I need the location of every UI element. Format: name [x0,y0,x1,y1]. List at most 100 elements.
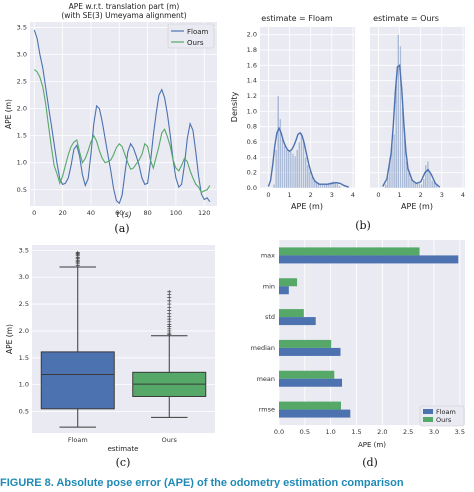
y-tick-label: max [261,251,275,259]
chart-subtitle: (with SE(3) Umeyama alignment) [61,11,186,20]
histogram-bar [279,118,282,189]
legend-swatch-ours [423,417,433,422]
x-tick-label: 2.5 [403,428,413,436]
histogram-bar [302,140,305,189]
tick-labels: 0.0 0.5 1.0 1.5 2.0 2.5 3.0 3.5 max min std median m… [251,251,465,436]
outlier-point [167,302,172,306]
bar-floam-min [279,286,289,295]
y-tick-label: 1.2 [247,92,257,100]
x-tick-label: 3.0 [429,428,439,436]
series-layer [40,250,207,428]
y-tick-label: 3.0 [19,273,29,281]
bar-ours-rmse [279,401,341,410]
histogram-bar [319,183,322,189]
plot-area [30,22,217,206]
y-tick-label: 2.0 [19,327,29,335]
histogram-bar [424,164,427,189]
y-tick-label: 1.8 [247,46,257,54]
x-tick-label: 0.5 [300,428,310,436]
y-tick-label: 2.5 [19,300,29,308]
histogram-bar [306,164,309,189]
histogram-bar [384,184,387,189]
bar-ours-std [279,309,304,318]
x-axis-label: APE (m) [291,202,323,211]
kde-curve [382,64,441,188]
x-tick-label: 0 [32,209,36,217]
plot-area [279,240,465,425]
x-tick-label: 4 [351,191,355,199]
histogram-bar [275,149,278,189]
panel-label-a: (a) [114,222,129,235]
histogram-bar [395,84,398,189]
x-tick-label: 0 [266,191,270,199]
histogram-bar [428,172,432,189]
chart-title: estimate = Floam [261,14,333,23]
x-axis-label: t (s) [116,210,131,219]
histogram-bar [287,149,290,189]
histogram-bar [393,134,396,189]
histogram-bar [418,183,421,189]
chart-panel-d: 0.0 0.5 1.0 1.5 2.0 2.5 3.0 3.5 max min std median m… [251,240,465,469]
histogram-bar [317,182,320,189]
histogram-bar [294,155,297,189]
histogram-bar [272,184,276,189]
x-tick-label: Ours [162,436,178,444]
x-axis-label: APE (m) [358,441,386,449]
series-layer [279,247,459,418]
y-tick-label: 0.4 [247,153,257,161]
histogram-bar [327,182,330,189]
x-tick-label: 40 [87,209,95,217]
histogram-bar [397,34,400,189]
x-tick-label: 60 [115,209,123,217]
legend: Floam Ours [419,405,465,427]
x-tick-label: 1 [287,191,291,199]
histogram-bar [420,184,423,189]
histogram-bar [329,181,333,189]
outlier-point [167,317,172,321]
x-tick-label: 120 [198,209,210,217]
bar-ours-max [279,247,420,256]
x-tick-label: 1.5 [351,428,361,436]
kde-curve [267,126,349,188]
bar-floam-rmse [279,409,351,418]
chart-title: estimate = Ours [373,14,439,23]
y-tick-label: 3.0 [17,50,27,58]
y-tick-label: 0.6 [247,138,257,146]
series-layer [33,29,211,205]
plot-area [370,27,465,188]
y-tick-label: median [251,344,275,352]
panel-label-c: (c) [116,456,131,469]
outlier-point [167,305,172,309]
histogram-bar [431,180,434,189]
y-axis-label: APE (m) [4,99,13,129]
y-tick-label: 0.5 [19,408,29,416]
outlier-point [167,308,172,313]
x-tick-label: 0.0 [274,428,284,436]
y-tick-label: 0.8 [247,123,257,131]
y-tick-label: std [265,313,275,321]
outlier-point [167,322,172,327]
x-tick-label: 3 [330,191,334,199]
y-tick-label: 3.5 [17,23,27,31]
legend: Floam Ours [167,23,215,49]
y-tick-label: mean [257,375,275,383]
histogram-bar [300,132,303,189]
box-floam [40,351,115,410]
y-tick-label: 2.0 [247,31,257,39]
y-tick-label: 2.0 [17,105,27,113]
grid-lines [30,22,217,206]
outlier-point [167,290,172,294]
histogram-bar [283,145,286,189]
histogram-bar [277,95,280,189]
histogram-bar [422,178,425,189]
figure-caption: FIGURE 8. Absolute pose error (APE) of t… [0,477,404,488]
histogram-bar [334,181,337,189]
histogram-bar [325,183,328,189]
series-layer [382,34,441,189]
legend-swatch-floam [423,409,433,414]
y-tick-label: 1.6 [247,61,257,69]
outlier-point [167,314,172,319]
x-tick-label: 80 [143,209,151,217]
y-tick-label: 1.4 [247,77,257,85]
histogram-bar [321,183,324,189]
